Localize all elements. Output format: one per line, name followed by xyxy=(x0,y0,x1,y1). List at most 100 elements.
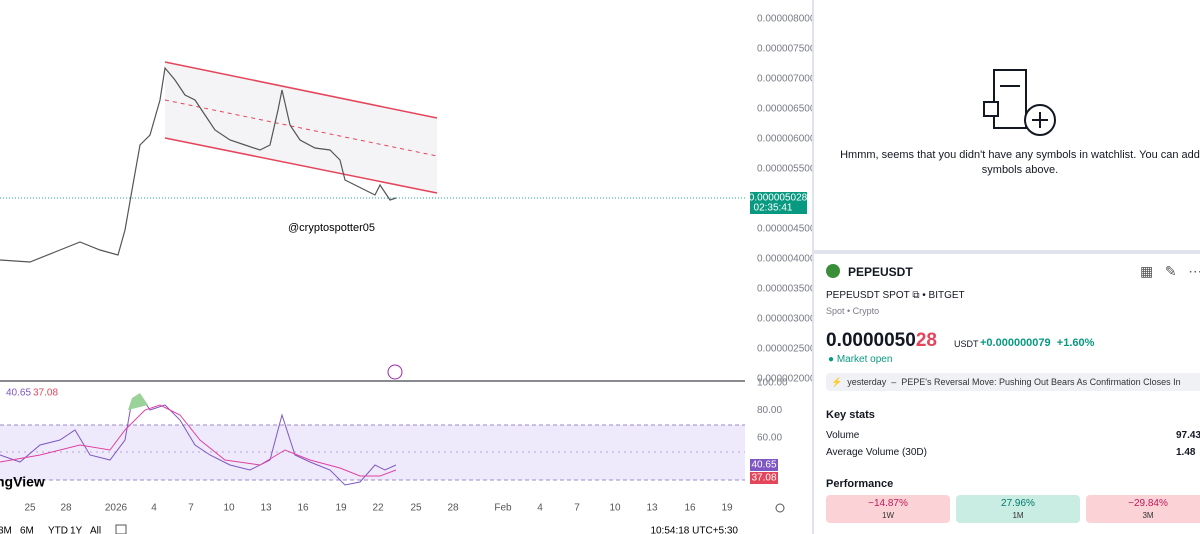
price-axis-label: 0.000006000 xyxy=(757,134,812,145)
time-axis-label: 4 xyxy=(537,503,543,514)
time-axis-label: Feb xyxy=(494,503,512,514)
price-axis-label: 0.000004000 xyxy=(757,254,812,265)
range-button[interactable]: YTD xyxy=(48,526,68,534)
time-axis-label: 7 xyxy=(574,503,580,514)
stat-label: Average Volume (30D) xyxy=(826,447,927,458)
performance-period: 1M xyxy=(1012,511,1024,520)
time-axis-label: 13 xyxy=(646,503,658,514)
time-axis-label: 10 xyxy=(223,503,235,514)
price-axis-label: 0.000004500 xyxy=(757,224,812,235)
price-axis-label: 0.000008000 xyxy=(757,14,812,25)
change: +0.000000079 +1.60% xyxy=(980,337,1094,349)
rsi-tag-value: 37.08 xyxy=(751,473,776,484)
news-headline: PEPE's Reversal Move: Pushing Out Bears … xyxy=(901,377,1181,387)
rsi-legend: 40.65 xyxy=(6,388,31,399)
exchange: BITGET xyxy=(928,290,965,301)
news[interactable]: ⚡ yesterday – PEPE's Reversal Move: Push… xyxy=(826,373,1200,391)
toolbar-icons[interactable]: ▦ ✎ ⋯ xyxy=(1140,263,1200,279)
currency: USDT xyxy=(954,339,979,349)
change-pct: +1.60% xyxy=(1056,337,1095,349)
time-axis-label: 19 xyxy=(335,503,347,514)
price-axis-label: 0.000003500 xyxy=(757,284,812,295)
empty-icon xyxy=(983,69,1056,136)
rsi-axis-label: 100.00 xyxy=(757,378,788,389)
time-axis-label: 25 xyxy=(410,503,422,514)
price-axis-label: 0.000007500 xyxy=(757,44,812,55)
calendar-icon[interactable] xyxy=(115,524,127,534)
settings-icon[interactable] xyxy=(775,503,785,513)
performance-cell: −14.87% 1W xyxy=(826,495,950,523)
price-axis-label: 0.000007000 xyxy=(757,74,812,85)
performance-value: 27.96% xyxy=(1001,498,1035,509)
time-axis-label: 10 xyxy=(609,503,621,514)
price-series xyxy=(0,66,397,263)
rsi-tag xyxy=(750,459,778,471)
performance-cell: 27.96% 1M xyxy=(956,495,1080,523)
status-text: Market open xyxy=(836,354,893,365)
rsi-tag-value: 40.65 xyxy=(751,460,776,471)
ticker: PEPEUSDT xyxy=(848,265,913,279)
price-tag xyxy=(750,192,807,214)
rsi-ma xyxy=(0,404,397,477)
rsi-tag xyxy=(750,472,778,484)
clock: 10:54:18 UTC+5:30 xyxy=(650,526,738,534)
rsi-legend: 37.08 xyxy=(33,388,58,399)
time-axis-label: 19 xyxy=(721,503,733,514)
chart-area: 40.65 37.08 @cryptospotter05 ngView 0.00… xyxy=(0,14,812,534)
range-button[interactable]: 6M xyxy=(20,526,34,534)
time-axis-label: 16 xyxy=(297,503,309,514)
news-time: yesterday xyxy=(847,377,887,387)
rsi-line xyxy=(0,394,397,486)
time-axis-label: 13 xyxy=(260,503,272,514)
logo: ngView xyxy=(0,474,45,490)
range-button[interactable]: 3M xyxy=(0,526,12,534)
time-axis-label: 28 xyxy=(60,503,72,514)
performance-period: 1W xyxy=(882,511,894,520)
stat-value: 97.43 xyxy=(1176,430,1200,441)
performance-value: −29.84% xyxy=(1128,498,1168,509)
market: PEPEUSDT SPOT ⧉ • BITGET xyxy=(826,290,965,301)
time-axis-label: 16 xyxy=(684,503,696,514)
time-axis-label: 25 xyxy=(24,503,36,514)
price-main: 0.0000050 xyxy=(826,330,916,351)
range-button[interactable]: All xyxy=(90,526,101,534)
price: 0.000005028 xyxy=(826,330,937,352)
channel-mid xyxy=(164,99,438,157)
performance-period: 3M xyxy=(1142,511,1154,520)
range-button[interactable]: 1Y xyxy=(70,526,83,534)
stat-value: 1.48 xyxy=(1176,447,1196,458)
time-axis-label: 2026 xyxy=(105,503,128,514)
side-panel: Hmmm, seems that you didn't have any sym… xyxy=(812,0,1200,534)
time-axis-label: 4 xyxy=(151,503,157,514)
price-axis-label: 0.000002500 xyxy=(757,344,812,355)
status: ● Market open xyxy=(828,354,893,365)
rsi-axis-label: 60.00 xyxy=(757,433,782,444)
price-tail: 28 xyxy=(915,330,937,351)
symbol-logo xyxy=(826,264,840,278)
time-axis-label: 28 xyxy=(447,503,459,514)
stat-label: Volume xyxy=(826,430,860,441)
price-axis-label: 0.000002000 xyxy=(757,374,812,385)
price-axis-label: 0.000006500 xyxy=(757,104,812,115)
market-name: PEPEUSDT SPOT xyxy=(826,290,910,301)
price-axis-label: 0.000005500 xyxy=(757,164,812,175)
price-tag-countdown: 02:35:41 xyxy=(754,203,793,214)
price-tag-value: 0.000005028 xyxy=(749,193,808,204)
time-axis-label: 7 xyxy=(188,503,194,514)
performance-title: Performance xyxy=(826,478,894,490)
rsi-overbought xyxy=(128,393,148,410)
channel-bottom xyxy=(164,137,438,194)
time-axis-label: 22 xyxy=(372,503,384,514)
performance-value: −14.87% xyxy=(868,498,908,509)
watermark: @cryptospotter05 xyxy=(288,222,375,234)
divider xyxy=(814,250,1200,254)
category: Spot • Crypto xyxy=(826,306,880,316)
key-stats-title: Key stats xyxy=(826,409,875,421)
change-abs: +0.000000079 xyxy=(980,337,1051,349)
performance-cell: −29.84% 3M xyxy=(1086,495,1200,523)
channel-top xyxy=(164,61,438,119)
price-axis-label: 0.000003000 xyxy=(757,314,812,325)
replay-icon[interactable] xyxy=(387,364,403,380)
watchlist-message: Hmmm, seems that you didn't have any sym… xyxy=(840,149,1200,176)
